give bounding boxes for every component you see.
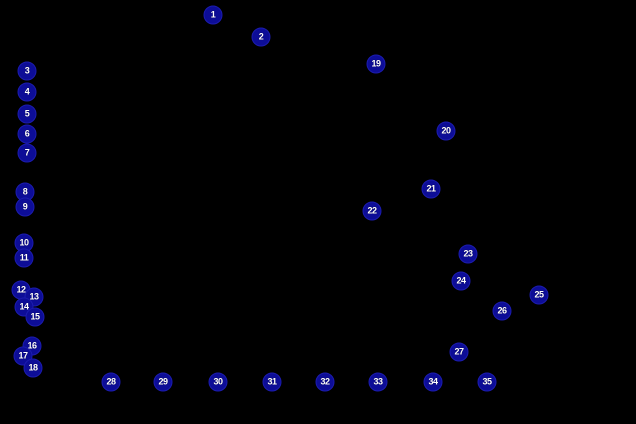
som-mark-31[interactable]: 31 — [262, 372, 282, 392]
som-mark-18[interactable]: 18 — [23, 358, 43, 378]
som-mark-27[interactable]: 27 — [449, 342, 469, 362]
som-mark-19[interactable]: 19 — [366, 54, 386, 74]
som-mark-20[interactable]: 20 — [436, 121, 456, 141]
som-mark-32[interactable]: 32 — [315, 372, 335, 392]
som-mark-4[interactable]: 4 — [17, 82, 37, 102]
som-mark-35[interactable]: 35 — [477, 372, 497, 392]
som-mark-9[interactable]: 9 — [15, 197, 35, 217]
som-mark-28[interactable]: 28 — [101, 372, 121, 392]
som-mark-24[interactable]: 24 — [451, 271, 471, 291]
som-mark-22[interactable]: 22 — [362, 201, 382, 221]
som-mark-7[interactable]: 7 — [17, 143, 37, 163]
som-mark-34[interactable]: 34 — [423, 372, 443, 392]
som-mark-6[interactable]: 6 — [17, 124, 37, 144]
som-mark-23[interactable]: 23 — [458, 244, 478, 264]
som-mark-3[interactable]: 3 — [17, 61, 37, 81]
som-mark-30[interactable]: 30 — [208, 372, 228, 392]
som-mark-2[interactable]: 2 — [251, 27, 271, 47]
som-mark-8[interactable]: 8 — [15, 182, 35, 202]
som-mark-21[interactable]: 21 — [421, 179, 441, 199]
som-mark-25[interactable]: 25 — [529, 285, 549, 305]
som-mark-29[interactable]: 29 — [153, 372, 173, 392]
som-mark-11[interactable]: 11 — [14, 248, 34, 268]
som-mark-33[interactable]: 33 — [368, 372, 388, 392]
som-mark-5[interactable]: 5 — [17, 104, 37, 124]
som-mark-15[interactable]: 15 — [25, 307, 45, 327]
som-mark-1[interactable]: 1 — [203, 5, 223, 25]
som-mark-26[interactable]: 26 — [492, 301, 512, 321]
